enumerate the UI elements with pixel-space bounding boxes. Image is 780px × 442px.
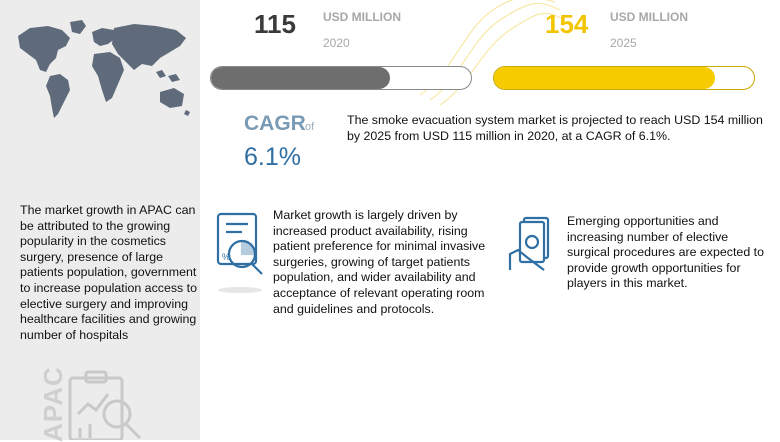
progress-bar-2020 [210,66,472,90]
clipboard-analysis-icon [68,370,142,440]
progress-bar-2025 [493,66,755,90]
progress-fill-2020 [211,67,391,89]
market-value-2020: 115 [254,9,296,39]
year-2025: 2025 [610,36,637,50]
world-map-icon [18,20,190,118]
svg-text:%: % [222,252,230,262]
apac-growth-text: The market growth in APAC can be attribu… [20,203,198,342]
left-panel: The market growth in APAC can be attribu… [0,0,200,442]
money-opportunity-icon [508,216,550,271]
growth-drivers-text: Market growth is largely driven by incre… [273,208,486,316]
unit-2025: USD MILLION [610,10,688,24]
growth-drivers-icon: % [216,212,263,293]
cagr-label: CAGR [244,112,306,135]
unit-2020: USD MILLION [323,10,401,24]
cagr-of-label: of [305,121,315,133]
opportunities-text: Emerging opportunities and increasing nu… [567,214,764,291]
year-2020: 2020 [323,36,350,50]
cagr-value: 6.1% [244,143,301,171]
progress-fill-2025 [494,67,715,89]
market-summary-text: The smoke evacuation system market is pr… [347,113,763,143]
apac-vertical-label-wrap: APAC [2,366,68,442]
market-value-2025: 154 [545,9,589,39]
